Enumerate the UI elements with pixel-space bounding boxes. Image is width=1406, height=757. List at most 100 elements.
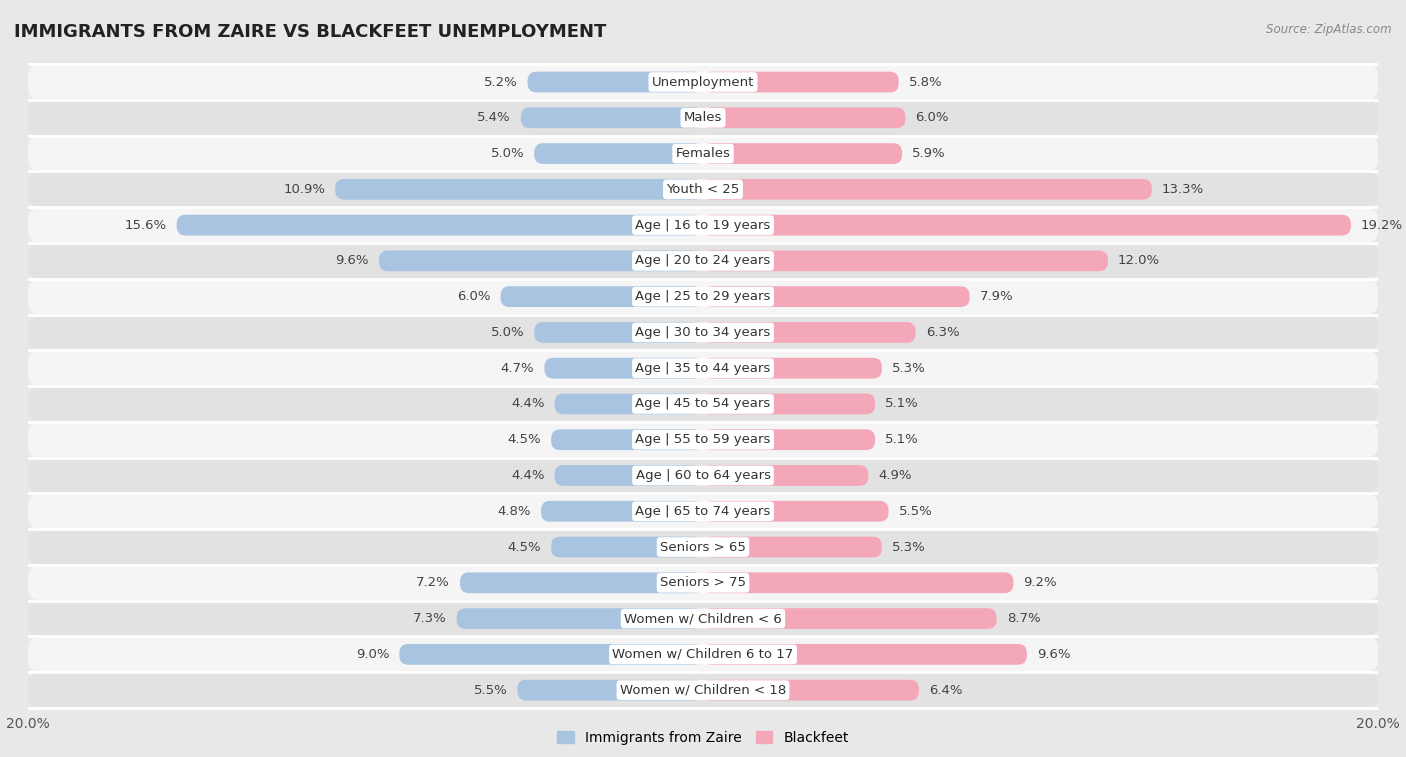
Text: 5.8%: 5.8%	[908, 76, 942, 89]
FancyBboxPatch shape	[460, 572, 703, 593]
FancyBboxPatch shape	[551, 429, 703, 450]
Text: 4.4%: 4.4%	[510, 469, 544, 482]
Text: 4.5%: 4.5%	[508, 433, 541, 446]
Text: Women w/ Children < 18: Women w/ Children < 18	[620, 684, 786, 696]
FancyBboxPatch shape	[703, 680, 920, 700]
Text: 7.3%: 7.3%	[413, 612, 447, 625]
FancyBboxPatch shape	[28, 101, 1378, 135]
Text: 5.3%: 5.3%	[891, 362, 925, 375]
FancyBboxPatch shape	[703, 501, 889, 522]
FancyBboxPatch shape	[28, 279, 1378, 314]
FancyBboxPatch shape	[28, 351, 1378, 385]
Text: 4.4%: 4.4%	[510, 397, 544, 410]
Text: 6.0%: 6.0%	[457, 290, 491, 303]
FancyBboxPatch shape	[703, 143, 903, 164]
FancyBboxPatch shape	[703, 537, 882, 557]
Text: 6.3%: 6.3%	[925, 326, 959, 339]
FancyBboxPatch shape	[28, 673, 1378, 707]
Text: 5.9%: 5.9%	[912, 147, 946, 160]
FancyBboxPatch shape	[28, 530, 1378, 564]
Text: Age | 20 to 24 years: Age | 20 to 24 years	[636, 254, 770, 267]
FancyBboxPatch shape	[28, 208, 1378, 242]
Text: 5.0%: 5.0%	[491, 326, 524, 339]
FancyBboxPatch shape	[703, 429, 875, 450]
FancyBboxPatch shape	[703, 608, 997, 629]
Text: 5.1%: 5.1%	[886, 397, 920, 410]
Text: 9.2%: 9.2%	[1024, 576, 1057, 589]
Text: IMMIGRANTS FROM ZAIRE VS BLACKFEET UNEMPLOYMENT: IMMIGRANTS FROM ZAIRE VS BLACKFEET UNEMP…	[14, 23, 606, 41]
FancyBboxPatch shape	[534, 143, 703, 164]
FancyBboxPatch shape	[28, 458, 1378, 493]
FancyBboxPatch shape	[28, 387, 1378, 421]
FancyBboxPatch shape	[551, 537, 703, 557]
Text: Women w/ Children 6 to 17: Women w/ Children 6 to 17	[613, 648, 793, 661]
Text: Youth < 25: Youth < 25	[666, 183, 740, 196]
FancyBboxPatch shape	[534, 322, 703, 343]
Text: 9.6%: 9.6%	[336, 254, 368, 267]
Text: Women w/ Children < 6: Women w/ Children < 6	[624, 612, 782, 625]
FancyBboxPatch shape	[703, 322, 915, 343]
Text: 4.9%: 4.9%	[879, 469, 912, 482]
FancyBboxPatch shape	[703, 215, 1351, 235]
Text: Age | 25 to 29 years: Age | 25 to 29 years	[636, 290, 770, 303]
FancyBboxPatch shape	[554, 465, 703, 486]
Text: 5.2%: 5.2%	[484, 76, 517, 89]
FancyBboxPatch shape	[703, 72, 898, 92]
FancyBboxPatch shape	[380, 251, 703, 271]
FancyBboxPatch shape	[541, 501, 703, 522]
Text: Age | 30 to 34 years: Age | 30 to 34 years	[636, 326, 770, 339]
Text: Age | 60 to 64 years: Age | 60 to 64 years	[636, 469, 770, 482]
Text: Females: Females	[675, 147, 731, 160]
Text: 5.3%: 5.3%	[891, 540, 925, 553]
Text: Age | 35 to 44 years: Age | 35 to 44 years	[636, 362, 770, 375]
Text: Seniors > 75: Seniors > 75	[659, 576, 747, 589]
Text: 12.0%: 12.0%	[1118, 254, 1160, 267]
Text: Age | 55 to 59 years: Age | 55 to 59 years	[636, 433, 770, 446]
FancyBboxPatch shape	[501, 286, 703, 307]
FancyBboxPatch shape	[703, 465, 869, 486]
Text: 5.0%: 5.0%	[491, 147, 524, 160]
Text: 4.7%: 4.7%	[501, 362, 534, 375]
Text: 19.2%: 19.2%	[1361, 219, 1403, 232]
FancyBboxPatch shape	[28, 315, 1378, 350]
FancyBboxPatch shape	[28, 601, 1378, 636]
FancyBboxPatch shape	[517, 680, 703, 700]
FancyBboxPatch shape	[703, 572, 1014, 593]
FancyBboxPatch shape	[554, 394, 703, 414]
FancyBboxPatch shape	[703, 251, 1108, 271]
FancyBboxPatch shape	[28, 136, 1378, 171]
Text: 5.5%: 5.5%	[474, 684, 508, 696]
FancyBboxPatch shape	[703, 286, 970, 307]
FancyBboxPatch shape	[335, 179, 703, 200]
Text: 7.9%: 7.9%	[980, 290, 1014, 303]
Text: 6.0%: 6.0%	[915, 111, 949, 124]
FancyBboxPatch shape	[28, 244, 1378, 278]
Legend: Immigrants from Zaire, Blackfeet: Immigrants from Zaire, Blackfeet	[551, 725, 855, 750]
Text: Age | 16 to 19 years: Age | 16 to 19 years	[636, 219, 770, 232]
Text: 4.8%: 4.8%	[498, 505, 531, 518]
FancyBboxPatch shape	[28, 637, 1378, 671]
Text: 5.4%: 5.4%	[477, 111, 510, 124]
FancyBboxPatch shape	[28, 422, 1378, 457]
Text: Age | 65 to 74 years: Age | 65 to 74 years	[636, 505, 770, 518]
FancyBboxPatch shape	[703, 358, 882, 378]
Text: Age | 45 to 54 years: Age | 45 to 54 years	[636, 397, 770, 410]
Text: 9.6%: 9.6%	[1038, 648, 1070, 661]
FancyBboxPatch shape	[703, 107, 905, 128]
Text: Source: ZipAtlas.com: Source: ZipAtlas.com	[1267, 23, 1392, 36]
Text: 8.7%: 8.7%	[1007, 612, 1040, 625]
FancyBboxPatch shape	[28, 565, 1378, 600]
Text: 9.0%: 9.0%	[356, 648, 389, 661]
FancyBboxPatch shape	[399, 644, 703, 665]
Text: 13.3%: 13.3%	[1161, 183, 1204, 196]
FancyBboxPatch shape	[703, 394, 875, 414]
FancyBboxPatch shape	[177, 215, 703, 235]
Text: 5.5%: 5.5%	[898, 505, 932, 518]
FancyBboxPatch shape	[703, 179, 1152, 200]
FancyBboxPatch shape	[28, 65, 1378, 99]
FancyBboxPatch shape	[457, 608, 703, 629]
Text: 10.9%: 10.9%	[283, 183, 325, 196]
Text: 6.4%: 6.4%	[929, 684, 963, 696]
FancyBboxPatch shape	[527, 72, 703, 92]
FancyBboxPatch shape	[520, 107, 703, 128]
